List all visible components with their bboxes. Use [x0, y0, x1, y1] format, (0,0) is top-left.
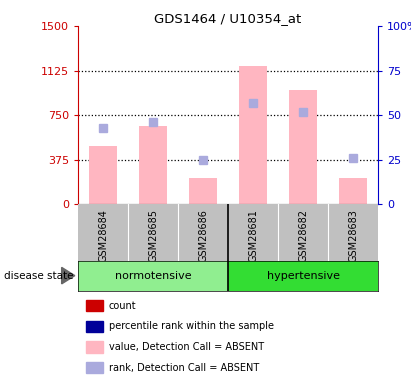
Bar: [289, 90, 317, 204]
Bar: [189, 178, 217, 204]
Text: GSM28682: GSM28682: [298, 209, 308, 262]
Polygon shape: [62, 267, 75, 284]
Bar: [139, 126, 167, 204]
Text: GSM28681: GSM28681: [248, 209, 258, 262]
Title: GDS1464 / U10354_at: GDS1464 / U10354_at: [155, 12, 302, 25]
Bar: [89, 146, 117, 204]
Text: disease state: disease state: [4, 271, 74, 280]
Text: rank, Detection Call = ABSENT: rank, Detection Call = ABSENT: [109, 363, 259, 372]
Text: percentile rank within the sample: percentile rank within the sample: [109, 321, 274, 331]
Bar: [78, 261, 228, 291]
Bar: [239, 66, 267, 204]
Text: normotensive: normotensive: [115, 271, 192, 280]
Text: GSM28685: GSM28685: [148, 209, 158, 262]
Text: hypertensive: hypertensive: [267, 271, 339, 280]
Text: value, Detection Call = ABSENT: value, Detection Call = ABSENT: [109, 342, 264, 352]
Bar: [339, 178, 367, 204]
Bar: [228, 261, 378, 291]
Text: count: count: [109, 301, 136, 310]
Text: GSM28686: GSM28686: [198, 209, 208, 262]
Text: GSM28683: GSM28683: [348, 209, 358, 262]
Text: GSM28684: GSM28684: [98, 209, 108, 262]
